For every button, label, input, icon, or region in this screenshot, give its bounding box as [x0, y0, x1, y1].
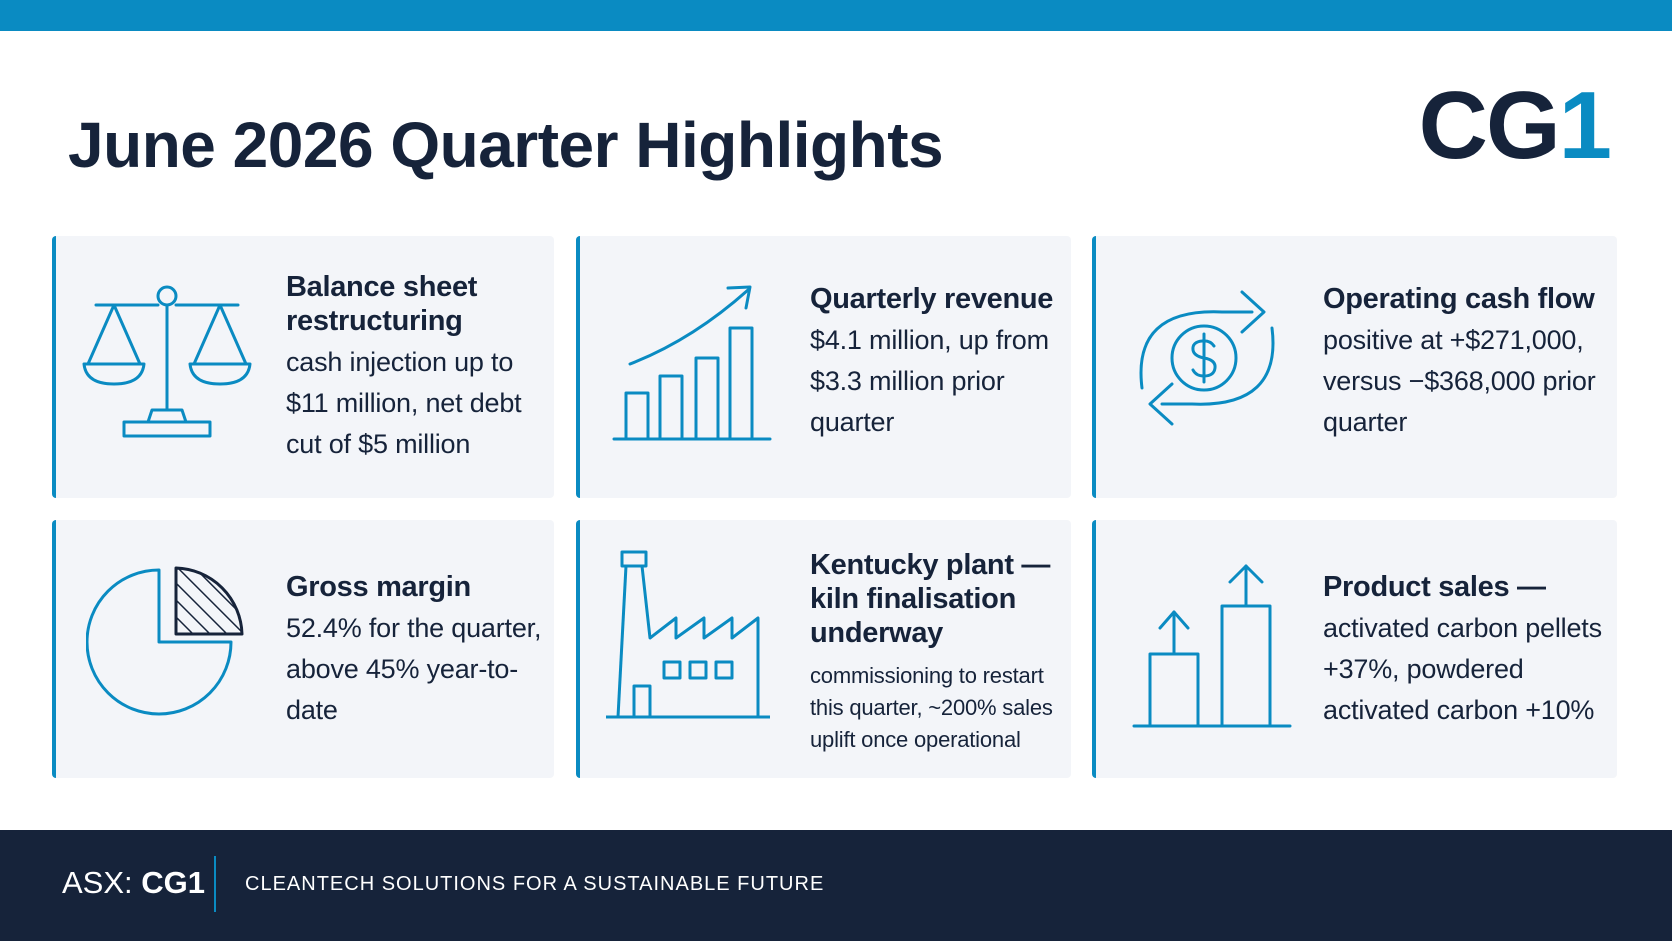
highlight-card-kentucky-plant: Kentucky plant — kiln finalisation under…: [576, 520, 1071, 778]
factory-icon: [606, 550, 771, 720]
card-text: Product sales — activated carbon pellets…: [1323, 570, 1605, 731]
bar-chart-growth-icon: [612, 278, 772, 444]
footer-divider: [214, 856, 216, 912]
company-tagline: CLEANTECH SOLUTIONS FOR A SUSTAINABLE FU…: [245, 873, 825, 895]
card-text: Kentucky plant — kiln finalisation under…: [810, 548, 1059, 756]
card-body: positive at +$271,000, versus −$368,000 …: [1323, 325, 1596, 437]
highlight-card-quarterly-revenue: Quarterly revenue $4.1 million, up from …: [576, 236, 1071, 498]
stock-ticker: ASX: CG1: [62, 865, 205, 901]
logo-main-text: CG: [1418, 72, 1561, 179]
card-heading: Gross margin: [286, 571, 471, 603]
card-text: Operating cash flow positive at +$271,00…: [1323, 282, 1605, 443]
rising-bars-icon: [1132, 560, 1292, 730]
card-heading: Kentucky plant — kiln finalisation under…: [810, 549, 1051, 649]
highlight-card-operating-cash-flow: Operating cash flow positive at +$271,00…: [1092, 236, 1617, 498]
card-text: Balance sheet restructuring cash injecti…: [286, 270, 542, 465]
top-accent-bar: [0, 0, 1672, 31]
company-logo: CG1: [1419, 78, 1612, 174]
card-body: activated carbon pellets +37%, powdered …: [1323, 613, 1602, 725]
card-heading: Product sales —: [1323, 571, 1546, 603]
card-body: cash injection up to $11 million, net de…: [286, 347, 522, 459]
card-text: Quarterly revenue $4.1 million, up from …: [810, 282, 1059, 443]
card-text: Gross margin 52.4% for the quarter, abov…: [286, 570, 542, 731]
ticker-symbol: CG1: [141, 865, 206, 900]
logo-accent-text: 1: [1558, 72, 1612, 179]
card-body: $4.1 million, up from $3.3 million prior…: [810, 325, 1049, 437]
card-heading: Balance sheet restructuring: [286, 271, 478, 337]
highlight-card-gross-margin: Gross margin 52.4% for the quarter, abov…: [52, 520, 554, 778]
highlight-card-product-sales: Product sales — activated carbon pellets…: [1092, 520, 1617, 778]
pie-chart-icon: [86, 562, 246, 722]
card-body: 52.4% for the quarter, above 45% year-to…: [286, 613, 542, 725]
highlight-card-balance-sheet: Balance sheet restructuring cash injecti…: [52, 236, 554, 498]
cash-flow-cycle-icon: [1132, 278, 1282, 438]
card-heading: Operating cash flow: [1323, 283, 1595, 315]
exchange-label: ASX:: [62, 865, 133, 900]
card-heading: Quarterly revenue: [810, 283, 1054, 315]
page-title: June 2026 Quarter Highlights: [68, 109, 944, 181]
balance-scale-icon: [82, 282, 252, 442]
footer-bar: ASX: CG1 CLEANTECH SOLUTIONS FOR A SUSTA…: [0, 830, 1672, 941]
card-body: commissioning to restart this quarter, ~…: [810, 663, 1053, 752]
